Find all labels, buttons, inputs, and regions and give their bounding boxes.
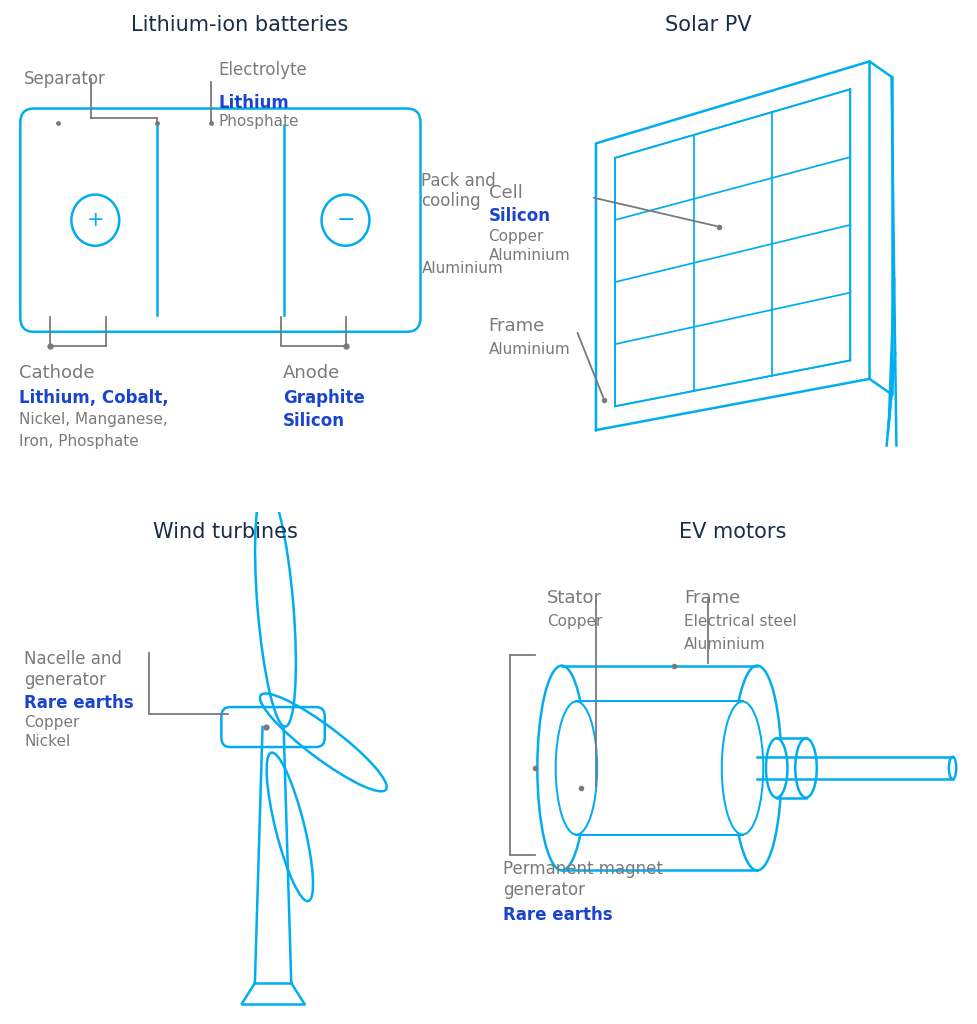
Ellipse shape — [733, 666, 782, 870]
Text: Lithium: Lithium — [218, 94, 289, 113]
Text: Phosphate: Phosphate — [218, 115, 299, 129]
Text: Solar PV: Solar PV — [665, 15, 751, 36]
Text: Cathode: Cathode — [20, 364, 95, 382]
Ellipse shape — [949, 757, 956, 779]
Text: Copper: Copper — [488, 229, 544, 245]
Text: Cell: Cell — [488, 184, 523, 203]
Text: +: + — [87, 210, 105, 230]
Ellipse shape — [795, 738, 817, 798]
Text: Aluminium: Aluminium — [421, 261, 503, 276]
Text: Nickel, Manganese,: Nickel, Manganese, — [20, 412, 168, 427]
Text: Silicon: Silicon — [282, 412, 345, 430]
Text: Pack and
cooling: Pack and cooling — [421, 172, 496, 210]
Ellipse shape — [556, 701, 597, 835]
Text: Anode: Anode — [282, 364, 340, 382]
Text: EV motors: EV motors — [679, 522, 786, 543]
Text: Nickel: Nickel — [24, 734, 70, 750]
Text: Lithium, Cobalt,: Lithium, Cobalt, — [20, 389, 169, 408]
Text: Frame: Frame — [684, 589, 741, 607]
Text: Iron, Phosphate: Iron, Phosphate — [20, 434, 139, 450]
Text: Rare earths: Rare earths — [24, 694, 134, 712]
Text: Copper: Copper — [24, 715, 79, 730]
Text: Rare earths: Rare earths — [503, 906, 613, 925]
Text: Nacelle and
generator: Nacelle and generator — [24, 650, 122, 689]
Text: Stator: Stator — [547, 589, 602, 607]
Text: Silicon: Silicon — [488, 207, 550, 225]
FancyBboxPatch shape — [222, 707, 324, 748]
Text: Aluminium: Aluminium — [488, 342, 571, 357]
Ellipse shape — [722, 701, 763, 835]
Ellipse shape — [537, 666, 586, 870]
Text: Wind turbines: Wind turbines — [152, 522, 298, 543]
Text: Frame: Frame — [488, 317, 545, 336]
Text: Lithium-ion batteries: Lithium-ion batteries — [131, 15, 348, 36]
Ellipse shape — [766, 738, 787, 798]
Text: Aluminium: Aluminium — [488, 248, 571, 263]
Text: −: − — [336, 210, 355, 230]
Text: Permanent magnet
generator: Permanent magnet generator — [503, 860, 663, 899]
Text: Copper: Copper — [547, 614, 603, 630]
Text: Graphite: Graphite — [282, 389, 364, 408]
Text: Electrical steel: Electrical steel — [684, 614, 796, 630]
Text: Aluminium: Aluminium — [684, 637, 766, 652]
Text: Separator: Separator — [24, 71, 106, 88]
Text: Electrolyte: Electrolyte — [218, 61, 307, 80]
